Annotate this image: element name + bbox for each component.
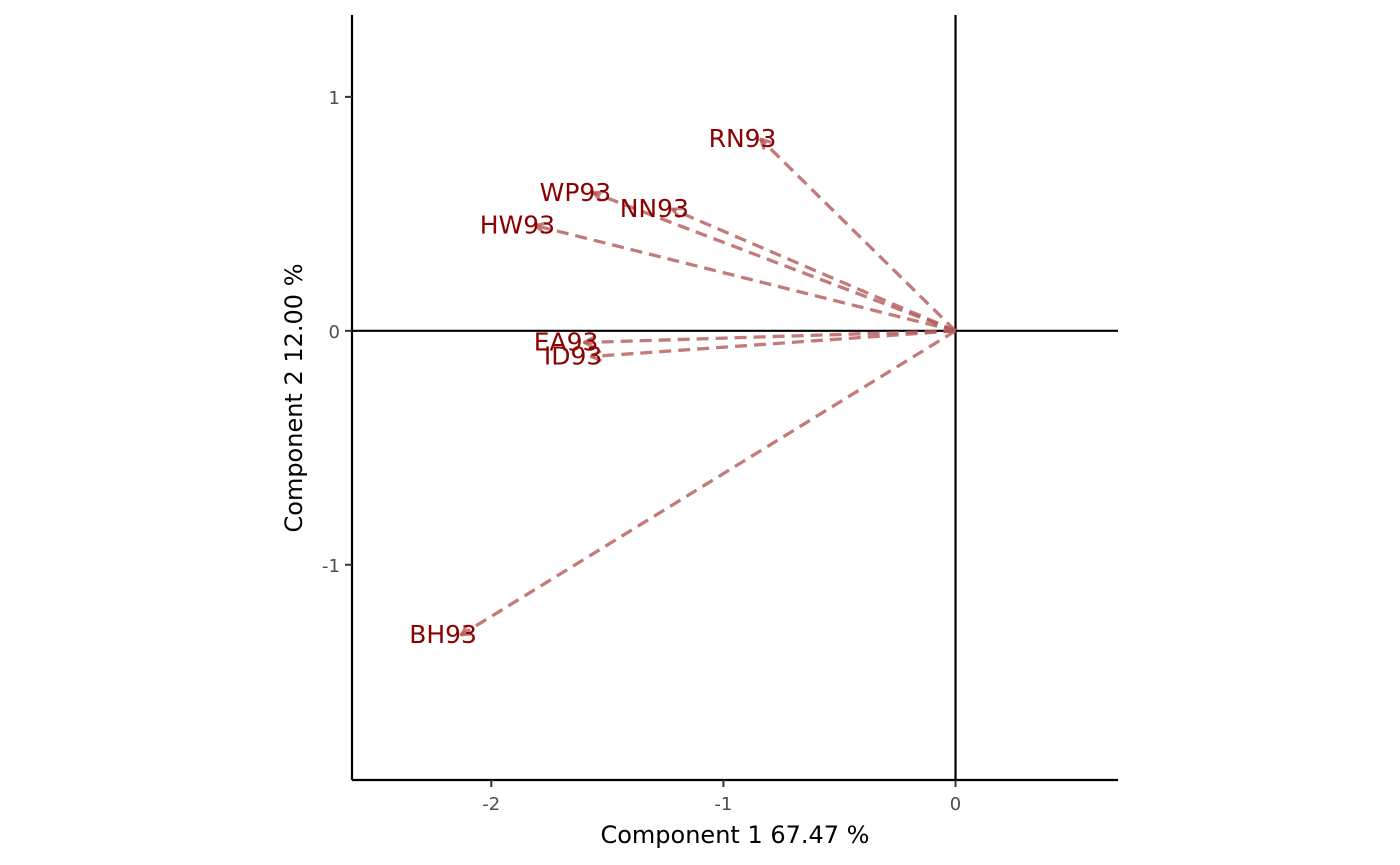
y-tick-label: 1: [329, 88, 340, 109]
vector-label-ea93: EA93: [534, 328, 599, 357]
vector-label-hw93: HW93: [480, 211, 555, 240]
vector-arrow-bh93: [461, 329, 957, 635]
vector-label-wp93: WP93: [540, 178, 612, 207]
vector-label-rn93: RN93: [709, 124, 777, 153]
y-tick-label: -1: [322, 556, 340, 577]
vector-arrow-id93: [591, 329, 956, 357]
x-tick-label: 0: [950, 794, 961, 815]
vector-arrow-hw93: [535, 226, 956, 333]
x-axis-title: Component 1 67.47 %: [600, 821, 869, 849]
axes: -2 -1 0 1 0 -1: [322, 15, 1118, 815]
vector-arrow-ea93: [584, 329, 956, 343]
y-axis-title: Component 2 12.00 %: [280, 263, 308, 532]
x-tick-label: -2: [482, 794, 500, 815]
vector-arrow-nn93: [672, 209, 957, 333]
vector-label-nn93: NN93: [620, 194, 689, 223]
vector-arrow-rn93: [761, 139, 957, 333]
x-tick-label: -1: [714, 794, 732, 815]
vector-label-bh93: BH93: [409, 620, 477, 649]
vector-arrow-wp93: [593, 193, 957, 333]
reference-lines: [352, 15, 1118, 780]
vector-label-id93: ID93: [544, 342, 602, 371]
y-tick-label: 0: [329, 322, 340, 343]
loading-vectors: [461, 139, 957, 635]
